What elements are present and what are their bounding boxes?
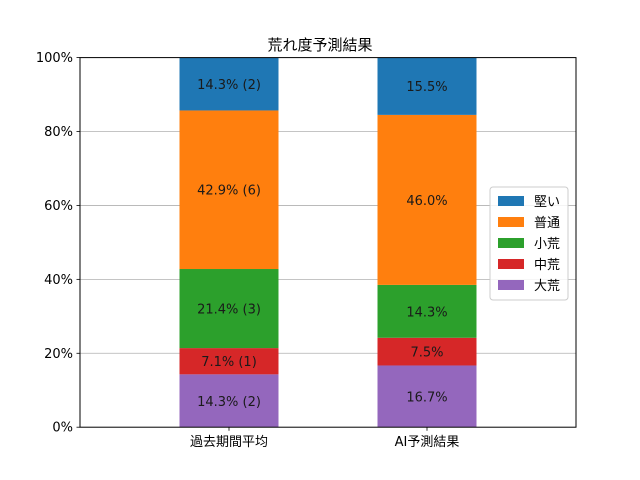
bar-data-label: 14.3% (2) [197, 78, 261, 93]
legend-label: 堅い [534, 195, 560, 210]
bar-segment [179, 348, 279, 375]
legend-label: 普通 [534, 216, 560, 231]
legend-box [489, 186, 569, 301]
bar-segment [179, 57, 279, 111]
bars [179, 57, 477, 428]
x-tick-label: 過去期間平均 [190, 435, 268, 450]
bar-segment [377, 284, 477, 338]
legend-label: 大荒 [534, 279, 560, 294]
x-axis: 過去期間平均 AI予測結果 [190, 427, 459, 450]
legend-swatch [498, 259, 524, 269]
bar-segment [179, 374, 279, 428]
bar-segment [377, 365, 477, 428]
y-axis: 0% 20% 40% 60% 80% 100% [36, 51, 80, 436]
bar-data-label: 14.3% (2) [197, 395, 261, 410]
y-tick-label: 40% [44, 273, 73, 288]
legend-swatch [498, 217, 524, 227]
bar-segment [377, 57, 477, 115]
bar-labels: 14.3% (2) 7.1% (1) 21.4% (3) 42.9% (6) 14.3%… [197, 78, 448, 410]
y-tick-label: 60% [44, 199, 73, 214]
y-tick-label: 80% [44, 125, 73, 140]
bar-data-label: 21.4% (3) [197, 303, 261, 318]
bar-data-label: 14.3% [406, 305, 447, 320]
bar-segment [377, 337, 477, 366]
y-tick-label: 20% [44, 347, 73, 362]
bar-data-label: 7.1% (1) [201, 355, 257, 370]
bar-data-label: 7.5% [410, 346, 443, 361]
legend-swatch [498, 280, 524, 290]
y-tick-label: 100% [36, 51, 73, 66]
x-tick-label: AI予測結果 [395, 435, 460, 450]
bar-data-label: 16.7% [406, 390, 447, 405]
bar-segment [179, 110, 279, 270]
legend-swatch [498, 238, 524, 248]
bar-segment [377, 114, 477, 285]
legend-label: 小荒 [534, 237, 560, 252]
y-tick-label: 0% [52, 421, 73, 436]
bar-segment [179, 269, 279, 349]
chart-title: 荒れ度予測結果 [267, 36, 372, 54]
legend-label: 中荒 [534, 258, 560, 273]
legend-swatch [498, 196, 524, 206]
bar-data-label: 46.0% [406, 194, 447, 209]
bar-data-label: 42.9% (6) [197, 184, 261, 199]
plot-frame [79, 57, 577, 428]
bar-data-label: 15.5% [406, 80, 447, 95]
